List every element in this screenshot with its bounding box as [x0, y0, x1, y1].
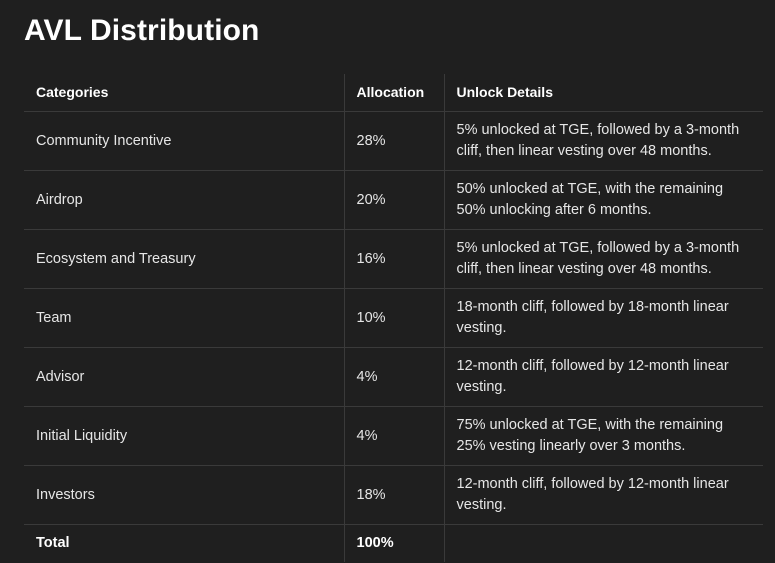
table-row: Ecosystem and Treasury 16% 5% unlocked a… [24, 229, 763, 289]
table-row: Advisor 4% 12-month cliff, followed by 1… [24, 347, 763, 407]
column-header-allocation: Allocation [344, 74, 445, 112]
table-total-row: Total 100% [24, 524, 763, 562]
allocation-cell: 4% [344, 406, 445, 466]
page-title: AVL Distribution [24, 14, 260, 47]
table-row: Team 10% 18-month cliff, followed by 18-… [24, 288, 763, 348]
unlock-details-cell: 50% unlocked at TGE, with the remaining … [444, 170, 763, 230]
distribution-table: Categories Allocation Unlock Details Com… [24, 74, 763, 562]
unlock-details-cell: 5% unlocked at TGE, followed by a 3-mont… [444, 229, 763, 289]
total-label-cell: Total [24, 524, 345, 562]
category-cell: Ecosystem and Treasury [24, 229, 345, 289]
allocation-cell: 16% [344, 229, 445, 289]
column-header-unlock-details: Unlock Details [456, 84, 553, 100]
table-row: Initial Liquidity 4% 75% unlocked at TGE… [24, 406, 763, 466]
total-allocation-cell: 100% [344, 524, 445, 562]
category-cell: Initial Liquidity [24, 406, 345, 466]
unlock-details-cell: 75% unlocked at TGE, with the remaining … [444, 406, 763, 466]
allocation-cell: 18% [344, 465, 445, 525]
category-cell: Investors [24, 465, 345, 525]
category-cell: Advisor [24, 347, 345, 407]
allocation-cell: 10% [344, 288, 445, 348]
category-cell: Team [24, 288, 345, 348]
table-row: Investors 18% 12-month cliff, followed b… [24, 465, 763, 525]
allocation-cell: 20% [344, 170, 445, 230]
unlock-details-cell: 5% unlocked at TGE, followed by a 3-mont… [444, 111, 763, 171]
column-header-categories: Categories [24, 74, 345, 112]
allocation-cell: 28% [344, 111, 445, 171]
unlock-details-cell: 18-month cliff, followed by 18-month lin… [444, 288, 763, 348]
unlock-details-cell: 12-month cliff, followed by 12-month lin… [444, 465, 763, 525]
total-details-cell [444, 524, 763, 562]
table-header-row: Categories Allocation Unlock Details [24, 74, 763, 112]
unlock-details-cell: 12-month cliff, followed by 12-month lin… [444, 347, 763, 407]
category-cell: Community Incentive [24, 111, 345, 171]
table-row: Community Incentive 28% 5% unlocked at T… [24, 111, 763, 171]
category-cell: Airdrop [24, 170, 345, 230]
allocation-cell: 4% [344, 347, 445, 407]
table-row: Airdrop 20% 50% unlocked at TGE, with th… [24, 170, 763, 230]
